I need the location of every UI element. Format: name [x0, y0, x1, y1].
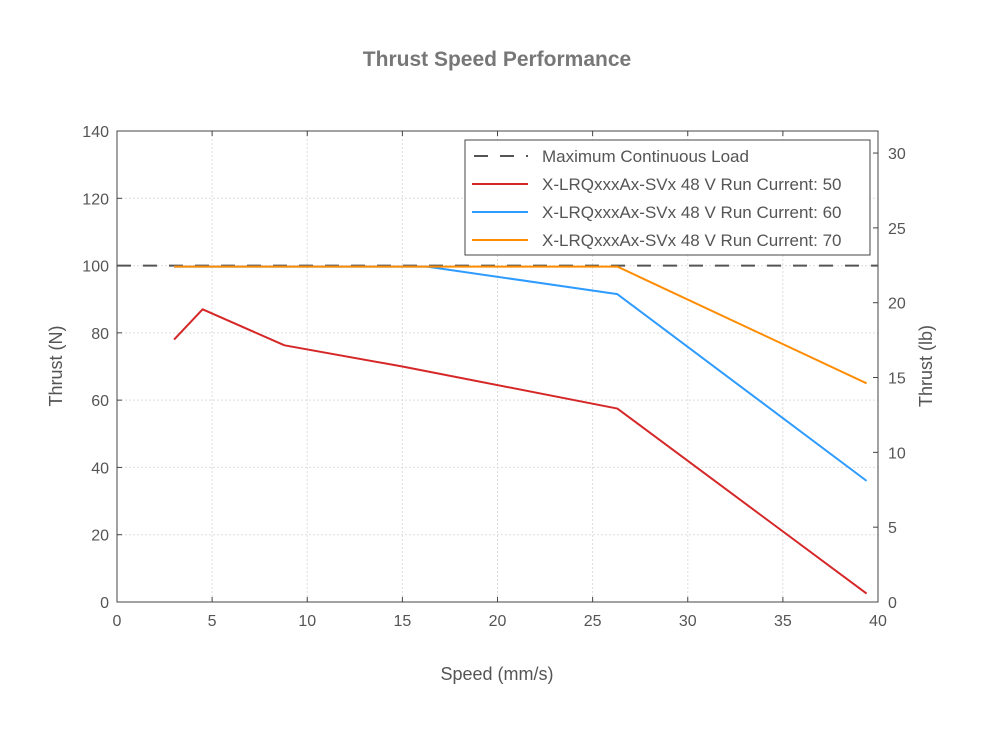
series-line-2 [174, 265, 868, 482]
y-tick-label: 140 [82, 124, 109, 141]
y-right-tick-label: 0 [888, 595, 897, 612]
x-tick-label: 20 [489, 613, 507, 630]
y-tick-label: 40 [91, 460, 109, 477]
y-right-tick-label: 25 [888, 221, 906, 238]
x-tick-label: 15 [393, 613, 411, 630]
legend: Maximum Continuous Load X-LRQxxxAx-SVx 48… [464, 139, 871, 256]
y-tick-label: 100 [82, 259, 109, 276]
series-lines [117, 264, 878, 595]
legend-label-0: Maximum Continuous Load [542, 147, 749, 166]
y-right-tick-label: 5 [888, 520, 897, 537]
y-tick-label: 0 [100, 595, 109, 612]
legend-label-3: X-LRQxxxAx-SVx 48 V Run Current: 70 [542, 231, 842, 250]
y-tick-label: 60 [91, 393, 109, 410]
y-tick-label: 80 [91, 326, 109, 343]
x-axis-label: Speed (mm/s) [440, 664, 553, 684]
y-right-tick-label: 10 [888, 445, 906, 462]
y-tick-label: 20 [91, 528, 109, 545]
x-tick-label: 0 [113, 613, 122, 630]
legend-box [464, 139, 871, 256]
x-tick-label: 25 [584, 613, 602, 630]
x-tick-label: 5 [208, 613, 217, 630]
axis-ticks: 0 5 10 15 20 25 30 35 40020406080100120140051015… [82, 124, 906, 630]
chart-title: Thrust Speed Performance [363, 48, 631, 71]
legend-label-1: X-LRQxxxAx-SVx 48 V Run Current: 50 [542, 175, 842, 194]
y-axis-label: Thrust (N) [46, 326, 66, 407]
x-tick-label: 40 [869, 613, 887, 630]
x-tick-label: 35 [774, 613, 792, 630]
y-axis-right-label: Thrust (lb) [916, 325, 936, 407]
series-line-1 [173, 308, 868, 595]
x-tick-label: 30 [679, 613, 697, 630]
y-right-tick-label: 30 [888, 146, 906, 163]
x-tick-label: 10 [298, 613, 316, 630]
series-line-3 [174, 265, 868, 385]
legend-label-2: X-LRQxxxAx-SVx 48 V Run Current: 60 [542, 203, 842, 222]
y-right-tick-label: 20 [888, 296, 906, 313]
y-tick-label: 120 [82, 191, 109, 208]
y-right-tick-label: 15 [888, 371, 906, 388]
